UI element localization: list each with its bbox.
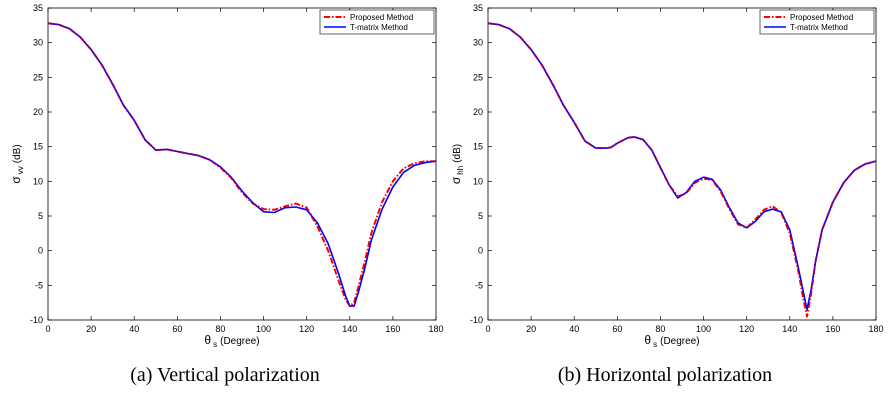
y-axis-symbol: σ (9, 176, 23, 184)
chart-vertical-polarization: 0 20 40 60 80 100 120 140 160 180 -10 -5 0 5 10 15 20 25 3… (9, 3, 444, 349)
x-tick-label: 140 (782, 324, 797, 334)
chart-panel-horizontal: 0 20 40 60 80 100 120 140 160 180 -10 -5 0 5 10 15 20 25 3… (440, 0, 890, 394)
x-tick-label: 40 (569, 324, 579, 334)
legend (759, 9, 875, 35)
y-tick-label: -5 (35, 280, 43, 290)
x-tick-label: 0 (485, 324, 490, 334)
legend-entry: Proposed Method (790, 13, 853, 22)
legend (319, 9, 435, 35)
y-axis-subscript: hh (456, 166, 465, 175)
caption-vertical: (a) Vertical polarization (130, 364, 320, 386)
y-axis-symbol: σ (449, 176, 463, 184)
legend-entry: T-matrix Method (350, 23, 408, 32)
y-tick-label: 30 (33, 38, 43, 48)
y-tick-label: 20 (33, 107, 43, 117)
x-tick-label: 40 (129, 324, 139, 334)
y-tick-label: -10 (470, 315, 483, 325)
x-tick-label: 120 (739, 324, 754, 334)
y-tick-label: 30 (473, 38, 483, 48)
x-axis-label: θ s (Degree) (204, 333, 259, 349)
legend-entry: Proposed Method (350, 13, 413, 22)
x-tick-label: 140 (342, 324, 357, 334)
y-tick-label: 15 (33, 142, 43, 152)
plot-area (47, 7, 437, 321)
x-tick-label: 0 (45, 324, 50, 334)
caption-horizontal: (b) Horizontal polarization (557, 364, 773, 386)
chart-horizontal-polarization: 0 20 40 60 80 100 120 140 160 180 -10 -5 0 5 10 15 20 25 3… (449, 3, 884, 349)
y-tick-label: 10 (33, 176, 43, 186)
y-tick-label: 20 (473, 107, 483, 117)
x-tick-label: 60 (172, 324, 182, 334)
chart-panel-vertical: 0 20 40 60 80 100 120 140 160 180 -10 -5 0 5 10 15 20 25 3… (9, 3, 444, 386)
y-tick-label: 25 (473, 72, 483, 82)
plot-area (487, 7, 877, 321)
x-tick-label: 120 (299, 324, 314, 334)
x-tick-label: 100 (256, 324, 271, 334)
y-tick-label: 10 (473, 176, 483, 186)
x-axis-symbol: θ (644, 333, 651, 347)
y-tick-label: 35 (33, 3, 43, 13)
y-axis-label: σhh (dB) (449, 144, 465, 184)
x-axis-label: θ s (Degree) (644, 333, 699, 349)
y-tick-label: 0 (478, 246, 483, 256)
y-tick-label: 5 (38, 211, 43, 221)
x-axis-subscript: s (653, 340, 657, 349)
x-tick-label: 20 (86, 324, 96, 334)
y-tick-label: -5 (475, 280, 483, 290)
series-line-overlay (487, 22, 877, 317)
x-tick-label: 160 (385, 324, 400, 334)
x-axis-subscript: s (213, 340, 217, 349)
y-tick-label: -10 (30, 315, 43, 325)
legend-entry: T-matrix Method (790, 23, 848, 32)
x-tick-label: 180 (868, 324, 883, 334)
series-line-overlay (47, 22, 436, 308)
x-tick-label: 160 (825, 324, 840, 334)
y-tick-label: 15 (473, 142, 483, 152)
x-tick-label: 80 (655, 324, 665, 334)
y-tick-label: 5 (478, 211, 483, 221)
x-tick-label: 20 (526, 324, 536, 334)
y-axis-unit: (dB) (12, 144, 23, 163)
y-axis-subscript: vv (16, 166, 25, 174)
x-axis-unit: (Degree) (660, 336, 699, 347)
y-tick-label: 0 (38, 246, 43, 256)
y-tick-label: 35 (473, 3, 483, 13)
y-axis-unit: (dB) (452, 144, 463, 163)
x-tick-label: 100 (696, 324, 711, 334)
x-axis-unit: (Degree) (220, 336, 259, 347)
x-axis-symbol: θ (204, 333, 211, 347)
x-tick-label: 60 (612, 324, 622, 334)
x-tick-label: 180 (428, 324, 443, 334)
y-axis-label: σ vv (dB) (9, 144, 25, 183)
x-tick-label: 80 (215, 324, 225, 334)
y-tick-label: 25 (33, 72, 43, 82)
